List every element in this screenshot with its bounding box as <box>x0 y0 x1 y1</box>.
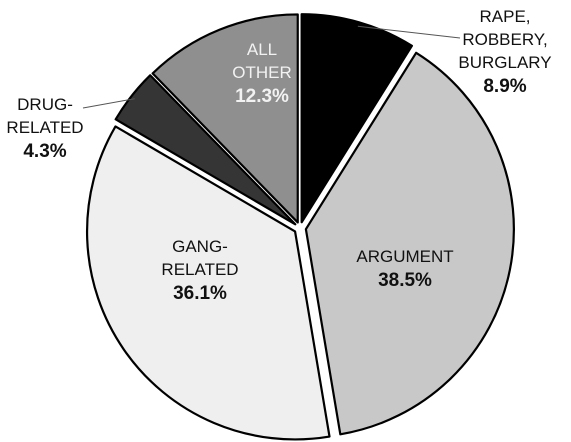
slice-percent-label: 4.3% <box>23 141 66 162</box>
slice-name-line: RELATED <box>161 260 238 279</box>
slice-label-0: RAPE, ROBBERY, BURGLARY 8.9% <box>458 7 551 97</box>
slice-percent-label: 12.3% <box>235 86 289 107</box>
leader-lines <box>82 25 461 109</box>
slice-label-2: GANG- RELATED 36.1% <box>161 237 238 304</box>
slice-name-line: DRUG- <box>17 95 73 114</box>
pie-slices <box>85 13 515 441</box>
slice-labels: RAPE, ROBBERY, BURGLARY 8.9% ARGUMENT 38.5% GA… <box>6 7 551 304</box>
pie-slice-4 <box>151 13 299 224</box>
slice-label-1: ARGUMENT 38.5% <box>356 247 453 291</box>
slice-name-line: ALL <box>247 40 277 59</box>
slice-name-line: ARGUMENT <box>356 247 453 266</box>
slice-label-3: DRUG- RELATED 4.3% <box>6 95 83 162</box>
slice-name-line: ROBBERY, <box>462 30 547 49</box>
slice-percent-label: 36.1% <box>173 283 227 304</box>
slice-name-line: BURGLARY <box>458 53 551 72</box>
slice-label-4: ALL OTHER 12.3% <box>232 40 292 107</box>
leader-line-0 <box>357 25 461 39</box>
leader-line-3 <box>82 98 135 109</box>
slice-name-line: OTHER <box>232 63 292 82</box>
pie-slice-3 <box>114 74 297 226</box>
slice-percent-label: 38.5% <box>378 270 432 291</box>
slice-percent-label: 8.9% <box>483 76 526 97</box>
slice-name-line: RELATED <box>6 118 83 137</box>
slice-name-line: GANG- <box>172 237 228 256</box>
pie-slice-1 <box>304 51 515 436</box>
slice-name-line: RAPE, <box>479 7 530 26</box>
pie-slice-2 <box>85 125 331 441</box>
pie-slice-0 <box>300 13 414 224</box>
